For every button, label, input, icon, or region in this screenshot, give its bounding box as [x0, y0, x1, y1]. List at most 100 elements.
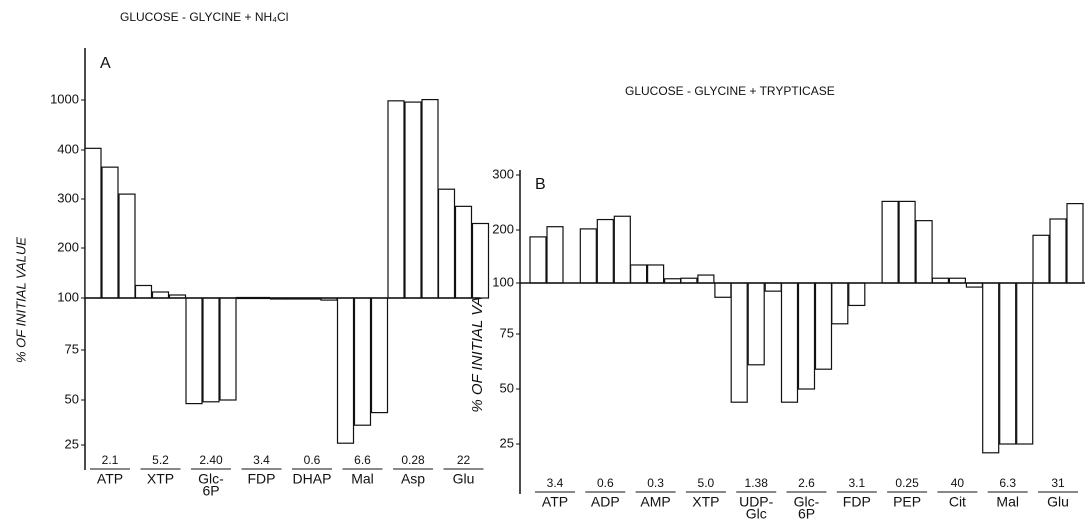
- bar: [915, 220, 933, 284]
- bar: [1066, 203, 1084, 284]
- x-tick-label: ATP: [542, 494, 568, 510]
- bar: [336, 297, 355, 444]
- y-tick-label: 300: [492, 166, 514, 181]
- bar: [982, 282, 1000, 454]
- y-tick-label: 200: [492, 221, 514, 236]
- bar: [454, 205, 473, 299]
- bar: [881, 200, 899, 284]
- bar: [629, 264, 648, 284]
- initial-value-label: 3.4: [547, 476, 564, 490]
- initial-value-label: 22: [457, 453, 471, 467]
- x-tick-label: XTP: [692, 494, 719, 510]
- x-tick-label: FDP: [248, 471, 276, 487]
- y-axis-label: % OF INITIAL VALUE: [469, 266, 486, 412]
- initial-value-label: 40: [951, 476, 965, 490]
- bar: [814, 282, 833, 370]
- bar: [134, 284, 153, 299]
- y-tick-label: 200: [57, 239, 79, 254]
- bar: [1032, 234, 1050, 284]
- y-tick-label: 75: [500, 325, 514, 340]
- x-tick-label: UDP-: [739, 494, 774, 510]
- bar: [421, 98, 439, 299]
- x-tick-label: AMP: [640, 494, 670, 510]
- bar: [101, 166, 119, 299]
- x-tick-label: ADP: [591, 494, 620, 510]
- y-tick-label: 25: [500, 435, 514, 450]
- panel-letter: B: [535, 176, 546, 193]
- x-tick-label: Mal: [351, 471, 374, 487]
- y-tick-label: 25: [65, 436, 79, 451]
- bar: [185, 297, 203, 405]
- x-tick-label: Glu: [1047, 494, 1069, 510]
- bar: [387, 100, 405, 299]
- x-tick-label: Glu: [453, 471, 475, 487]
- y-tick-label: 100: [57, 289, 79, 304]
- initial-value-label: 2.6: [798, 476, 815, 490]
- bar: [730, 282, 748, 403]
- bar: [118, 193, 136, 299]
- initial-value-label: 0.6: [597, 476, 614, 490]
- x-tick-label: 6P: [798, 506, 815, 522]
- initial-value-label: 3.4: [253, 453, 270, 467]
- bar: [596, 218, 614, 284]
- panel-letter: A: [100, 55, 111, 72]
- bar: [1016, 282, 1034, 445]
- bar: [780, 282, 799, 403]
- initial-value-label: 5.2: [152, 453, 169, 467]
- initial-value-label: 31: [1051, 476, 1065, 490]
- initial-value-label: 6.6: [354, 453, 371, 467]
- bar: [84, 147, 102, 299]
- initial-value-label: 3.1: [848, 476, 865, 490]
- bar: [697, 274, 715, 284]
- y-tick-label: 100: [492, 274, 514, 289]
- bar: [747, 282, 765, 366]
- bar: [529, 236, 547, 284]
- initial-value-label: 5.0: [698, 476, 715, 490]
- x-tick-label: Glc-: [198, 471, 224, 487]
- y-axis-label: % OF INITIAL VALUE: [13, 237, 28, 363]
- bar: [898, 200, 916, 284]
- bar: [404, 101, 422, 299]
- x-tick-label: Cit: [949, 494, 966, 510]
- x-tick-label: Glc-: [794, 494, 820, 510]
- x-tick-label: PEP: [893, 494, 921, 510]
- bar: [714, 282, 732, 298]
- bar: [219, 297, 237, 401]
- bar: [151, 291, 170, 299]
- x-tick-label: DHAP: [293, 471, 332, 487]
- initial-value-label: 0.3: [647, 476, 664, 490]
- bar: [999, 282, 1017, 445]
- y-tick-label: 50: [500, 380, 514, 395]
- y-tick-label: 1000: [50, 91, 79, 106]
- bar: [579, 228, 597, 284]
- initial-value-label: 0.28: [401, 453, 425, 467]
- initial-value-label: 0.25: [895, 476, 919, 490]
- bar: [831, 282, 849, 325]
- bar: [797, 282, 816, 390]
- initial-value-label: 2.1: [102, 453, 119, 467]
- bar: [202, 297, 220, 403]
- x-tick-label: Glc: [746, 506, 767, 522]
- initial-value-label: 0.6: [304, 453, 321, 467]
- x-tick-label: XTP: [147, 471, 174, 487]
- bar: [764, 282, 782, 292]
- chart-title: GLUCOSE - GLYCINE + NH₄Cl: [120, 10, 288, 24]
- bar: [546, 226, 564, 284]
- x-tick-label: Mal: [996, 494, 1019, 510]
- bar: [370, 297, 389, 414]
- bar: [1049, 218, 1067, 284]
- bar: [646, 264, 665, 284]
- chart-title: GLUCOSE - GLYCINE + TRYPTICASE: [625, 84, 835, 98]
- x-tick-label: FDP: [843, 494, 871, 510]
- bar: [848, 282, 866, 307]
- y-tick-label: 400: [57, 141, 79, 156]
- bar: [471, 222, 490, 299]
- initial-value-label: 1.38: [745, 476, 769, 490]
- y-tick-label: 75: [65, 341, 79, 356]
- y-tick-label: 50: [65, 391, 79, 406]
- x-tick-label: 6P: [202, 483, 219, 499]
- initial-value-label: 2.40: [199, 453, 223, 467]
- initial-value-label: 6.3: [999, 476, 1016, 490]
